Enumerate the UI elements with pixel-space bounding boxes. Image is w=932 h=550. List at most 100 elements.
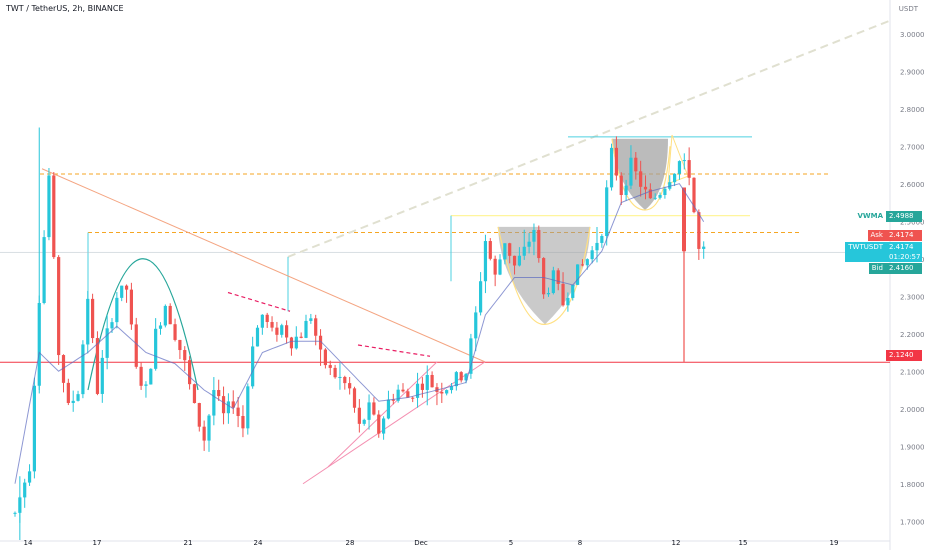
candle-body <box>270 322 274 328</box>
y-tick-label: 2.2000 <box>900 331 925 339</box>
candle-body <box>498 259 502 275</box>
candle-body <box>76 394 80 401</box>
candle-body <box>42 237 46 303</box>
candle-body <box>27 471 32 483</box>
candle-body <box>294 336 298 349</box>
candle-body <box>61 355 66 383</box>
candle-body <box>425 374 429 390</box>
y-tick-label: 2.6000 <box>900 181 925 189</box>
candle-body <box>464 373 468 381</box>
candle-body <box>236 407 240 417</box>
candle-body <box>454 372 458 387</box>
candle-body <box>396 389 400 401</box>
candle-body <box>343 376 347 384</box>
candle-body <box>576 264 580 285</box>
symbol-title: TWT / TetherUS, 2h, BINANCE <box>6 4 124 13</box>
candle-body <box>154 328 158 369</box>
candle-body <box>110 322 114 329</box>
candle-body <box>648 189 652 199</box>
candle-body <box>217 390 221 397</box>
candle-body <box>527 241 531 247</box>
candle-body <box>532 230 536 242</box>
candle-body <box>91 298 95 339</box>
candle-body <box>551 270 555 294</box>
rising-trend-dashed <box>287 19 891 258</box>
candle-body <box>251 346 255 387</box>
candle-body <box>517 255 521 266</box>
candle-body <box>362 419 366 424</box>
candle-body <box>702 246 706 249</box>
candle-body <box>382 418 386 434</box>
candle-body <box>120 285 124 298</box>
candle-body <box>372 402 376 415</box>
candle-body <box>163 305 167 326</box>
candle-body <box>86 298 90 345</box>
candle-body <box>129 289 133 325</box>
y-tick-label: 2.0000 <box>900 406 925 414</box>
candle-body <box>488 241 492 259</box>
candle-body <box>183 350 187 361</box>
candle-body <box>207 415 211 441</box>
candle-body <box>483 241 488 282</box>
candle-body <box>629 157 633 186</box>
wedge-dash-2 <box>357 344 431 357</box>
candle-body <box>71 400 75 403</box>
candle-body <box>173 324 177 340</box>
candle-body <box>352 388 357 408</box>
candle-body <box>289 337 294 349</box>
candle-body <box>124 285 129 290</box>
candle-body <box>13 512 17 514</box>
candle-body <box>479 281 483 313</box>
candle-body <box>246 386 250 429</box>
vwma-value: 2.4988 <box>886 211 922 222</box>
candle-body <box>411 397 415 399</box>
triangle-lower-side <box>302 361 486 485</box>
candle-body <box>668 182 672 189</box>
support-value: 2.1240 <box>886 350 922 361</box>
x-tick-label: 15 <box>739 539 748 547</box>
candle-body <box>192 384 197 404</box>
candle-body <box>692 177 696 213</box>
candle-body <box>624 185 628 196</box>
bid-badge: Bid 2.4160 <box>868 263 922 274</box>
candle-body <box>23 482 27 498</box>
candle-body <box>241 416 245 429</box>
candle-body <box>57 257 61 356</box>
candle-body <box>158 325 163 329</box>
candle-body <box>323 349 327 366</box>
candle-body <box>188 360 192 385</box>
ask-value: 2.4174 <box>886 230 922 241</box>
candle-body <box>386 399 391 419</box>
candle-body <box>406 391 410 398</box>
y-tick-label: 2.8000 <box>900 106 925 114</box>
candle-body <box>415 383 420 398</box>
candle-body <box>226 401 230 414</box>
candle-body <box>367 402 371 420</box>
candle-body <box>304 320 308 338</box>
candle-body <box>595 242 599 251</box>
bid-value: 2.4160 <box>886 263 922 274</box>
candle-body <box>609 147 614 188</box>
rounded-top-arc <box>87 258 199 391</box>
x-tick-label: 21 <box>184 539 193 547</box>
candle-body <box>658 194 662 198</box>
candle-body <box>275 327 279 335</box>
x-tick-label: Dec <box>414 539 428 547</box>
candle-body <box>81 344 85 395</box>
x-tick-label: 19 <box>830 539 839 547</box>
candle-body <box>600 236 604 243</box>
candle-body <box>134 324 138 367</box>
candle-body <box>47 175 51 238</box>
candle-body <box>212 390 216 416</box>
candle-body <box>318 335 323 350</box>
vwma-badge: VWMA 2.4988 <box>854 211 922 222</box>
candle-body <box>445 390 449 394</box>
candle-body <box>95 338 100 394</box>
candle-body <box>348 383 352 389</box>
candle-body <box>546 293 551 295</box>
candle-body <box>561 283 565 306</box>
cup-curve <box>497 226 591 325</box>
candle-body <box>590 250 594 260</box>
